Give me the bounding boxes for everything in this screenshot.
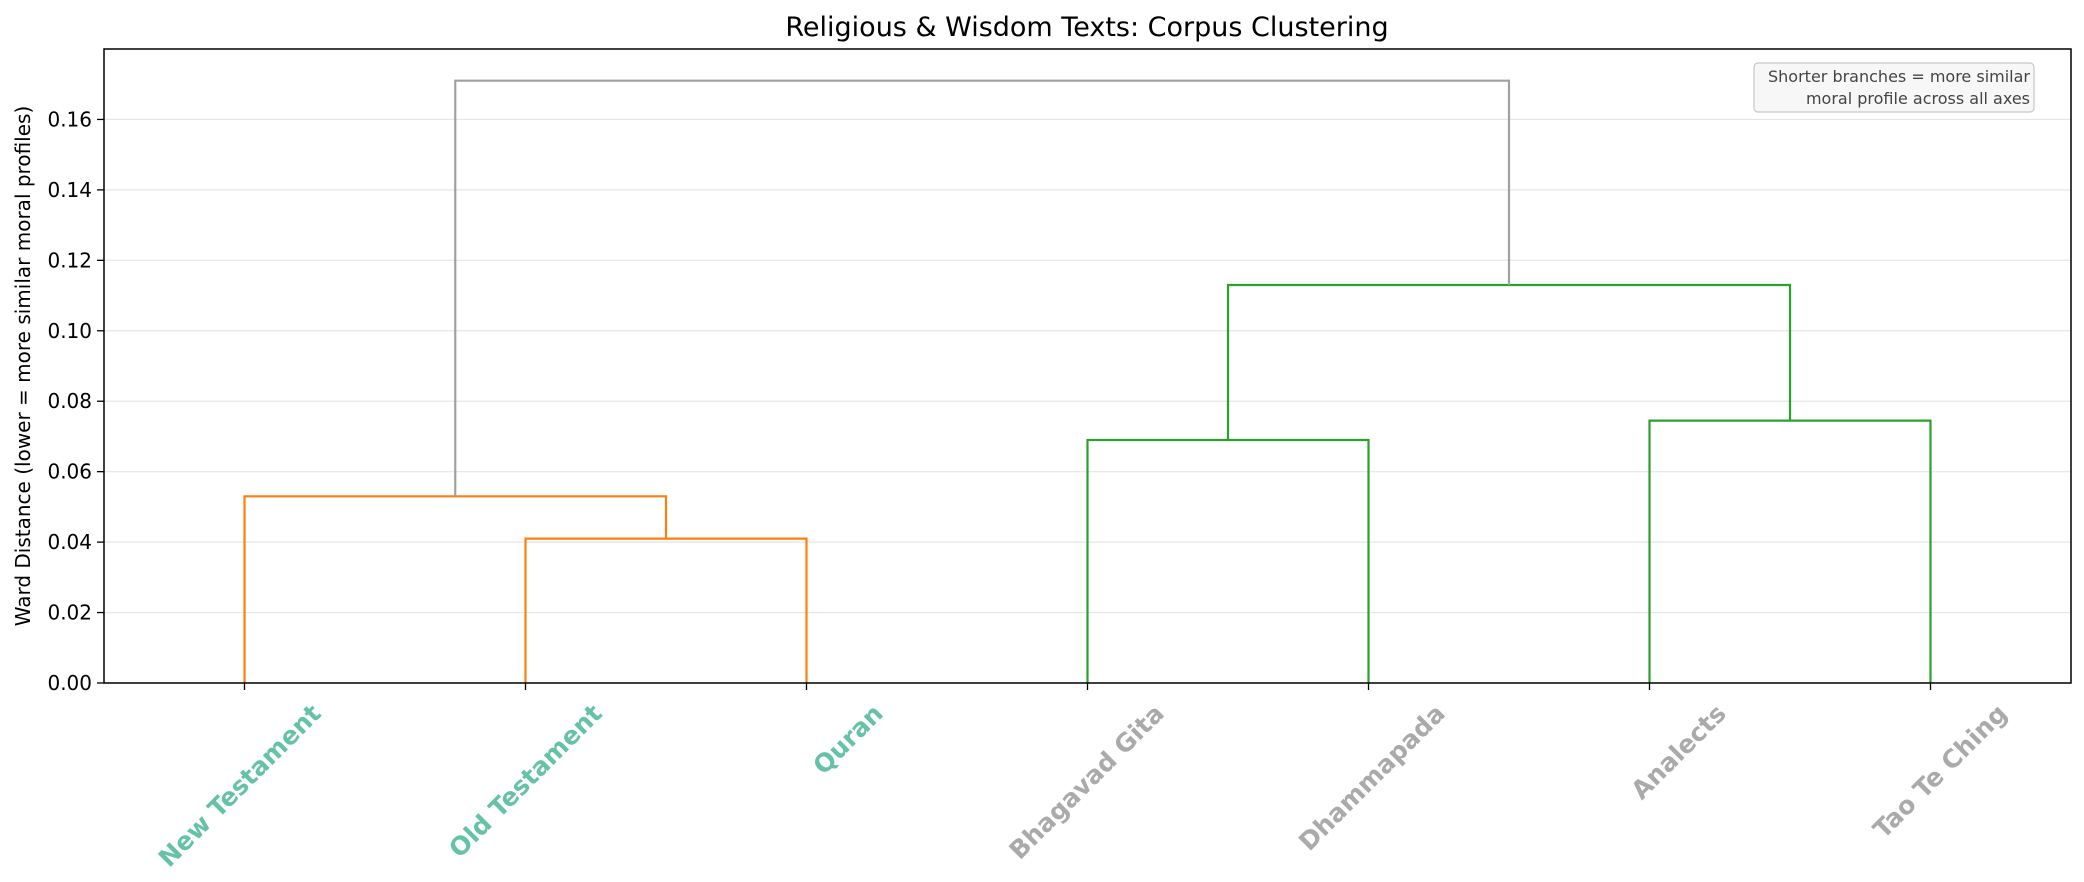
dendrogram-link [1086, 438, 1370, 683]
dendrogram-link [243, 495, 668, 683]
dendrogram-link [1226, 283, 1792, 440]
leaf-label: Dhammapada [1293, 699, 1451, 857]
annotation-line-1: Shorter branches = more similar [1768, 67, 2030, 86]
annotation-frame [1753, 62, 2035, 113]
y-axis-label: Ward Distance (lower = more similar mora… [11, 106, 35, 627]
annotation-box: Shorter branches = more similar moral pr… [1753, 62, 2035, 113]
y-axis-ticks: 0.00 0.02 0.04 0.06 0.08 0.10 0.12 0.14 0.16 [47, 107, 104, 695]
y-gridlines [104, 118, 2071, 684]
y-tick-label: 0.00 [47, 671, 92, 695]
leaf-label: Tao Te Ching [1868, 699, 2013, 844]
y-tick-label: 0.02 [47, 601, 92, 625]
leaf-label: Quran [807, 699, 888, 780]
leaf-label: Bhagavad Gita [1003, 699, 1169, 865]
y-tick-label: 0.04 [47, 530, 92, 554]
annotation-line-2: moral profile across all axes [1806, 89, 2030, 108]
leaf-label: Old Testament [443, 699, 607, 863]
dendrogram-link [1648, 419, 1932, 683]
x-axis-leaf-labels: New Testament Old Testament Quran Bhagavad … [153, 683, 2013, 873]
chart-title: Religious & Wisdom Texts: Corpus Cluster… [785, 12, 1388, 43]
y-tick-label: 0.06 [47, 460, 92, 484]
dendrogram-link [524, 537, 808, 683]
dendrogram-links [243, 79, 1932, 683]
y-tick-label: 0.10 [47, 319, 92, 343]
y-tick-label: 0.14 [47, 178, 92, 202]
leaf-label: New Testament [153, 699, 327, 873]
y-tick-label: 0.08 [47, 389, 92, 413]
y-tick-label: 0.12 [47, 248, 92, 272]
y-tick-label: 0.16 [47, 107, 92, 131]
dendrogram-link [454, 79, 1511, 497]
leaf-label: Analects [1626, 699, 1732, 805]
